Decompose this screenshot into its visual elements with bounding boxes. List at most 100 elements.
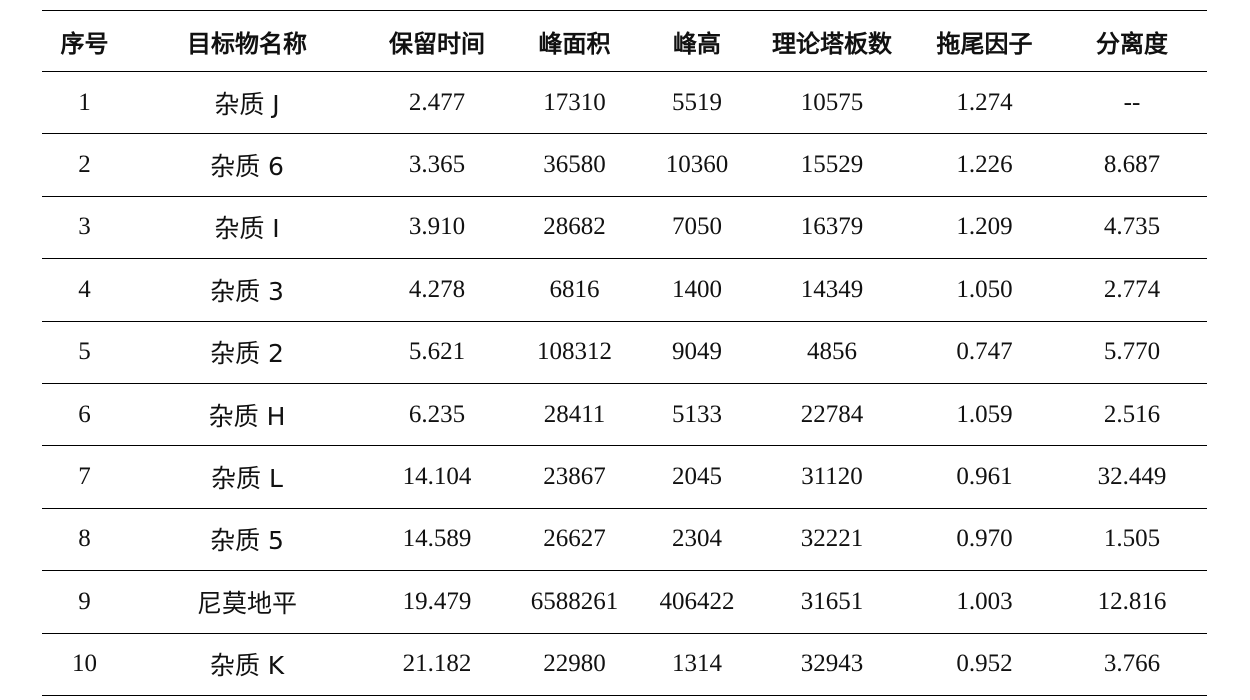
results-table: 序号 目标物名称 保留时间 峰面积 峰高 理论塔板数 拖尾因子 分离度 1 杂质… [42, 10, 1207, 696]
cell-resolution: 1.505 [1057, 508, 1207, 572]
cell-peak-area: 23867 [507, 445, 642, 509]
cell-peak-area: 26627 [507, 508, 642, 572]
cell-peak-area: 36580 [507, 133, 642, 197]
cell-tailing-factor: 1.274 [912, 71, 1057, 135]
table-row: 7 杂质 L 14.104 23867 2045 31120 0.961 32.… [42, 445, 1207, 509]
cell-tailing-factor: 1.003 [912, 570, 1057, 634]
cell-peak-area: 28682 [507, 196, 642, 260]
cell-peak-height: 406422 [642, 570, 752, 634]
cell-retention-time: 3.365 [367, 133, 507, 197]
cell-resolution: 8.687 [1057, 133, 1207, 197]
table-header-row: 序号 目标物名称 保留时间 峰面积 峰高 理论塔板数 拖尾因子 分离度 [42, 10, 1207, 72]
cell-retention-time: 14.104 [367, 445, 507, 509]
header-peak-area: 峰面积 [507, 10, 642, 72]
cell-peak-height: 5133 [642, 383, 752, 447]
cell-resolution: 32.449 [1057, 445, 1207, 509]
header-theoretical-plates: 理论塔板数 [752, 10, 912, 72]
cell-theoretical-plates: 15529 [752, 133, 912, 197]
cell-peak-area: 17310 [507, 71, 642, 135]
cell-tailing-factor: 1.209 [912, 196, 1057, 260]
cell-resolution: -- [1057, 71, 1207, 135]
cell-peak-area: 28411 [507, 383, 642, 447]
cell-target-name: 杂质 2 [127, 321, 367, 384]
cell-peak-height: 9049 [642, 321, 752, 384]
cell-index: 2 [42, 133, 127, 197]
cell-retention-time: 14.589 [367, 508, 507, 572]
cell-target-name: 杂质 6 [127, 133, 367, 197]
cell-index: 5 [42, 321, 127, 384]
cell-index: 1 [42, 71, 127, 135]
cell-resolution: 2.516 [1057, 383, 1207, 447]
cell-theoretical-plates: 4856 [752, 321, 912, 384]
cell-peak-area: 22980 [507, 633, 642, 696]
cell-resolution: 4.735 [1057, 196, 1207, 260]
cell-index: 10 [42, 633, 127, 696]
cell-target-name: 尼莫地平 [127, 570, 367, 634]
cell-peak-height: 5519 [642, 71, 752, 135]
cell-index: 3 [42, 196, 127, 260]
table-row: 2 杂质 6 3.365 36580 10360 15529 1.226 8.6… [42, 133, 1207, 197]
cell-resolution: 5.770 [1057, 321, 1207, 384]
cell-target-name: 杂质 I [127, 196, 367, 260]
cell-tailing-factor: 1.059 [912, 383, 1057, 447]
cell-retention-time: 6.235 [367, 383, 507, 447]
cell-peak-height: 1314 [642, 633, 752, 696]
cell-index: 8 [42, 508, 127, 572]
header-tailing-factor: 拖尾因子 [912, 10, 1057, 72]
cell-theoretical-plates: 10575 [752, 71, 912, 135]
table-row: 1 杂质 J 2.477 17310 5519 10575 1.274 -- [42, 71, 1207, 135]
cell-theoretical-plates: 31120 [752, 445, 912, 509]
header-resolution: 分离度 [1057, 10, 1207, 72]
cell-peak-height: 7050 [642, 196, 752, 260]
cell-index: 4 [42, 258, 127, 322]
cell-peak-height: 1400 [642, 258, 752, 322]
cell-tailing-factor: 1.226 [912, 133, 1057, 197]
cell-theoretical-plates: 32943 [752, 633, 912, 696]
cell-theoretical-plates: 31651 [752, 570, 912, 634]
cell-tailing-factor: 0.970 [912, 508, 1057, 572]
cell-target-name: 杂质 J [127, 71, 367, 135]
cell-index: 9 [42, 570, 127, 634]
results-table-container: 序号 目标物名称 保留时间 峰面积 峰高 理论塔板数 拖尾因子 分离度 1 杂质… [42, 10, 1207, 696]
table-row: 6 杂质 H 6.235 28411 5133 22784 1.059 2.51… [42, 383, 1207, 447]
table-row: 3 杂质 I 3.910 28682 7050 16379 1.209 4.73… [42, 196, 1207, 260]
cell-resolution: 12.816 [1057, 570, 1207, 634]
cell-theoretical-plates: 22784 [752, 383, 912, 447]
cell-peak-area: 6816 [507, 258, 642, 322]
cell-target-name: 杂质 L [127, 445, 367, 509]
table-row: 4 杂质 3 4.278 6816 1400 14349 1.050 2.774 [42, 258, 1207, 322]
cell-peak-height: 2304 [642, 508, 752, 572]
table-row: 8 杂质 5 14.589 26627 2304 32221 0.970 1.5… [42, 508, 1207, 572]
header-peak-height: 峰高 [642, 10, 752, 72]
cell-retention-time: 5.621 [367, 321, 507, 384]
cell-target-name: 杂质 5 [127, 508, 367, 572]
cell-peak-area: 6588261 [507, 570, 642, 634]
cell-retention-time: 4.278 [367, 258, 507, 322]
cell-resolution: 2.774 [1057, 258, 1207, 322]
cell-target-name: 杂质 H [127, 383, 367, 447]
table-row: 10 杂质 K 21.182 22980 1314 32943 0.952 3.… [42, 633, 1207, 696]
cell-peak-height: 2045 [642, 445, 752, 509]
cell-retention-time: 3.910 [367, 196, 507, 260]
header-index: 序号 [42, 10, 127, 72]
cell-index: 7 [42, 445, 127, 509]
cell-retention-time: 21.182 [367, 633, 507, 696]
cell-tailing-factor: 0.961 [912, 445, 1057, 509]
cell-theoretical-plates: 32221 [752, 508, 912, 572]
cell-theoretical-plates: 16379 [752, 196, 912, 260]
cell-retention-time: 19.479 [367, 570, 507, 634]
header-target-name: 目标物名称 [127, 10, 367, 72]
table-row: 9 尼莫地平 19.479 6588261 406422 31651 1.003… [42, 570, 1207, 634]
cell-resolution: 3.766 [1057, 633, 1207, 696]
header-retention-time: 保留时间 [367, 10, 507, 72]
cell-index: 6 [42, 383, 127, 447]
cell-tailing-factor: 1.050 [912, 258, 1057, 322]
table-row: 5 杂质 2 5.621 108312 9049 4856 0.747 5.77… [42, 321, 1207, 384]
cell-theoretical-plates: 14349 [752, 258, 912, 322]
cell-target-name: 杂质 K [127, 633, 367, 696]
cell-peak-area: 108312 [507, 321, 642, 384]
cell-target-name: 杂质 3 [127, 258, 367, 322]
cell-tailing-factor: 0.747 [912, 321, 1057, 384]
cell-peak-height: 10360 [642, 133, 752, 197]
cell-retention-time: 2.477 [367, 71, 507, 135]
